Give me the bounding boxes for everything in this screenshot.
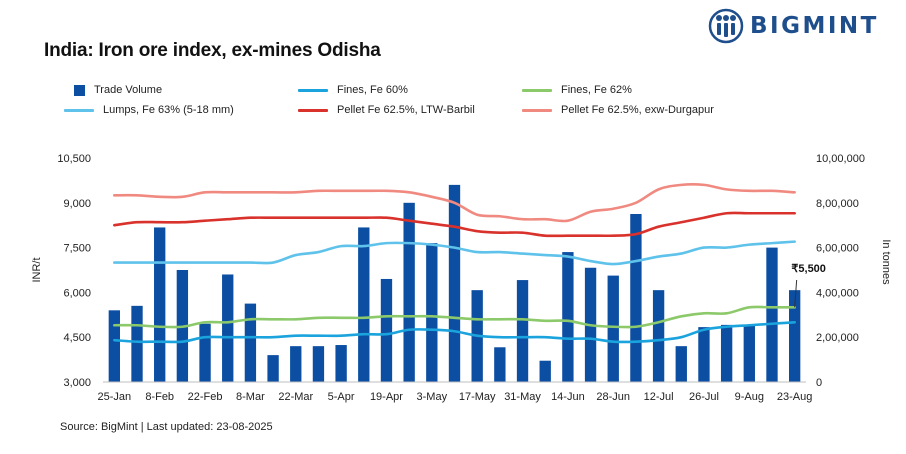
legend-item-lumps-fe63: Lumps, Fe 63% (5-18 mm): [64, 102, 234, 118]
x-axis-tick-label: 3-May: [417, 391, 448, 403]
bar-trade-volume: [448, 184, 461, 382]
legend-item-pellet-durgapur: Pellet Fe 62.5%, exw-Durgapur: [522, 102, 714, 118]
right-axis-tick-label: 4,00,000: [816, 287, 859, 299]
line-fines-fe60: [113, 320, 796, 344]
line-pellet-barbil: [113, 211, 796, 238]
x-axis-tick-label: 17-May: [459, 391, 496, 403]
bar-trade-volume: [267, 355, 279, 382]
legend-item-pellet-barbil: Pellet Fe 62.5%, LTW-Barbil: [298, 102, 475, 118]
brand-mark-icon: [708, 8, 744, 44]
bar-trade-volume: [516, 280, 529, 382]
x-axis-tick-label: 26-Jul: [689, 391, 719, 403]
brand-logo: BIGMINT: [708, 8, 878, 44]
left-axis-tick-label: 4,500: [63, 332, 91, 344]
left-axis-tick-label: 9,000: [63, 198, 91, 210]
x-axis-tick-label: 22-Feb: [188, 391, 223, 403]
x-axis-tick-label: 22-Mar: [278, 391, 313, 403]
chart-title: India: Iron ore index, ex-mines Odisha: [44, 40, 381, 61]
x-axis-tick-label: 14-Jun: [551, 391, 585, 403]
legend-label: Lumps, Fe 63% (5-18 mm): [103, 104, 234, 116]
bar-trade-volume: [131, 305, 143, 382]
bar-trade-volume: [675, 346, 687, 382]
bar-trade-volume: [335, 345, 347, 382]
line-fines-fe62: [113, 305, 796, 329]
right-axis-tick-label: 0: [816, 377, 822, 389]
bar-trade-volume: [743, 324, 755, 382]
bar-trade-volume: [244, 303, 257, 382]
bar-trade-volume: [630, 214, 642, 382]
bar-trade-volume: [222, 274, 234, 382]
left-axis-title: INR/t: [31, 257, 43, 282]
legend-item-fines-fe60: Fines, Fe 60%: [298, 82, 408, 98]
legend-swatch: [298, 88, 328, 92]
right-axis-tick-label: 2,00,000: [816, 332, 859, 344]
x-axis-tick-label: 12-Jul: [644, 391, 674, 403]
x-axis-tick-label: 8-Feb: [145, 391, 174, 403]
legend-swatch: [74, 84, 85, 96]
x-axis-tick-label: 8-Mar: [236, 391, 265, 403]
right-axis-tick-label: 8,00,000: [816, 198, 859, 210]
legend-swatch: [522, 108, 552, 112]
legend-swatch: [64, 108, 94, 112]
bar-trade-volume: [539, 360, 551, 382]
right-axis-tick-label: 6,00,000: [816, 243, 859, 255]
bar-trade-volume: [403, 202, 415, 382]
bar-trade-volume: [720, 324, 733, 382]
chart-legend: Trade Volume Fines, Fe 60% Fines, Fe 62%…: [0, 82, 906, 122]
line-lumps-fe63: [113, 240, 796, 266]
bar-trade-volume: [108, 310, 121, 382]
bar-trade-volume: [199, 323, 211, 382]
bar-trade-volume: [788, 290, 801, 382]
legend-item-trade-volume: Trade Volume: [74, 82, 162, 98]
legend-label: Pellet Fe 62.5%, exw-Durgapur: [561, 104, 714, 116]
x-axis-tick-label: 28-Jun: [596, 391, 630, 403]
annotation-leader-line: [794, 279, 798, 308]
bar-trade-volume: [358, 227, 370, 382]
x-axis-tick-label: 23-Aug: [777, 391, 812, 403]
left-axis-tick-label: 6,000: [63, 287, 91, 299]
legend-swatch: [522, 88, 552, 92]
bar-trade-volume: [494, 347, 506, 382]
source-note: Source: BigMint | Last updated: 23-08-20…: [60, 421, 273, 433]
x-axis-tick-label: 9-Aug: [735, 391, 764, 403]
bar-trade-volume: [426, 243, 438, 382]
bar-trade-volume: [607, 275, 619, 382]
right-axis-title: In tonnes: [880, 239, 892, 285]
legend-swatch: [298, 108, 328, 112]
legend-label: Fines, Fe 62%: [561, 84, 632, 96]
right-axis-tick-label: 10,00,000: [816, 153, 865, 165]
left-axis-tick-label: 10,500: [57, 153, 91, 165]
x-axis-tick-label: 19-Apr: [370, 391, 403, 403]
bar-trade-volume: [380, 278, 393, 382]
annotation-label: ₹5,500: [791, 263, 826, 275]
legend-label: Trade Volume: [94, 84, 163, 96]
legend-label: Pellet Fe 62.5%, LTW-Barbil: [337, 104, 475, 116]
left-axis-tick-label: 3,000: [63, 377, 91, 389]
left-axis-tick-label: 7,500: [63, 243, 91, 255]
bar-trade-volume: [562, 252, 574, 382]
brand-name: BIGMINT: [750, 13, 879, 39]
bar-trade-volume: [154, 227, 166, 382]
bar-trade-volume: [290, 346, 302, 382]
x-axis-tick-label: 25-Jan: [98, 391, 132, 403]
line-pellet-durgapur: [113, 183, 796, 223]
bar-trade-volume: [698, 327, 710, 382]
x-axis-tick-label: 31-May: [504, 391, 541, 403]
bar-trade-volume: [312, 346, 325, 382]
legend-item-fines-fe62: Fines, Fe 62%: [522, 82, 632, 98]
bar-trade-volume: [652, 290, 665, 382]
bar-trade-volume: [766, 247, 778, 382]
x-axis-tick-label: 5-Apr: [328, 391, 355, 403]
legend-label: Fines, Fe 60%: [337, 84, 408, 96]
